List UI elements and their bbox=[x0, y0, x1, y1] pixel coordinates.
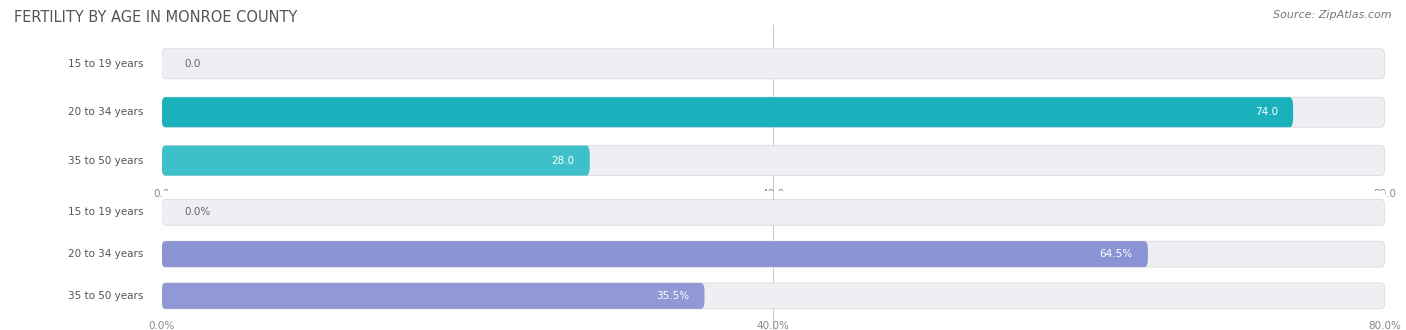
Text: 15 to 19 years: 15 to 19 years bbox=[67, 207, 143, 217]
FancyBboxPatch shape bbox=[162, 283, 704, 309]
Text: 28.0: 28.0 bbox=[551, 156, 575, 166]
FancyBboxPatch shape bbox=[162, 97, 1294, 127]
FancyBboxPatch shape bbox=[162, 146, 591, 176]
FancyBboxPatch shape bbox=[162, 49, 1385, 79]
FancyBboxPatch shape bbox=[162, 241, 1385, 267]
Text: 64.5%: 64.5% bbox=[1099, 249, 1133, 259]
FancyBboxPatch shape bbox=[162, 241, 1147, 267]
FancyBboxPatch shape bbox=[162, 146, 1385, 176]
FancyBboxPatch shape bbox=[162, 199, 1385, 225]
Text: 15 to 19 years: 15 to 19 years bbox=[67, 59, 143, 69]
Text: 0.0%: 0.0% bbox=[184, 207, 211, 217]
FancyBboxPatch shape bbox=[162, 97, 1385, 127]
Text: Source: ZipAtlas.com: Source: ZipAtlas.com bbox=[1274, 10, 1392, 20]
Text: 20 to 34 years: 20 to 34 years bbox=[67, 249, 143, 259]
Text: 35 to 50 years: 35 to 50 years bbox=[67, 156, 143, 166]
Text: 0.0: 0.0 bbox=[184, 59, 201, 69]
Text: FERTILITY BY AGE IN MONROE COUNTY: FERTILITY BY AGE IN MONROE COUNTY bbox=[14, 10, 298, 25]
Text: 35.5%: 35.5% bbox=[657, 291, 689, 301]
Text: 74.0: 74.0 bbox=[1254, 107, 1278, 117]
Text: 20 to 34 years: 20 to 34 years bbox=[67, 107, 143, 117]
Text: 35 to 50 years: 35 to 50 years bbox=[67, 291, 143, 301]
FancyBboxPatch shape bbox=[162, 283, 1385, 309]
